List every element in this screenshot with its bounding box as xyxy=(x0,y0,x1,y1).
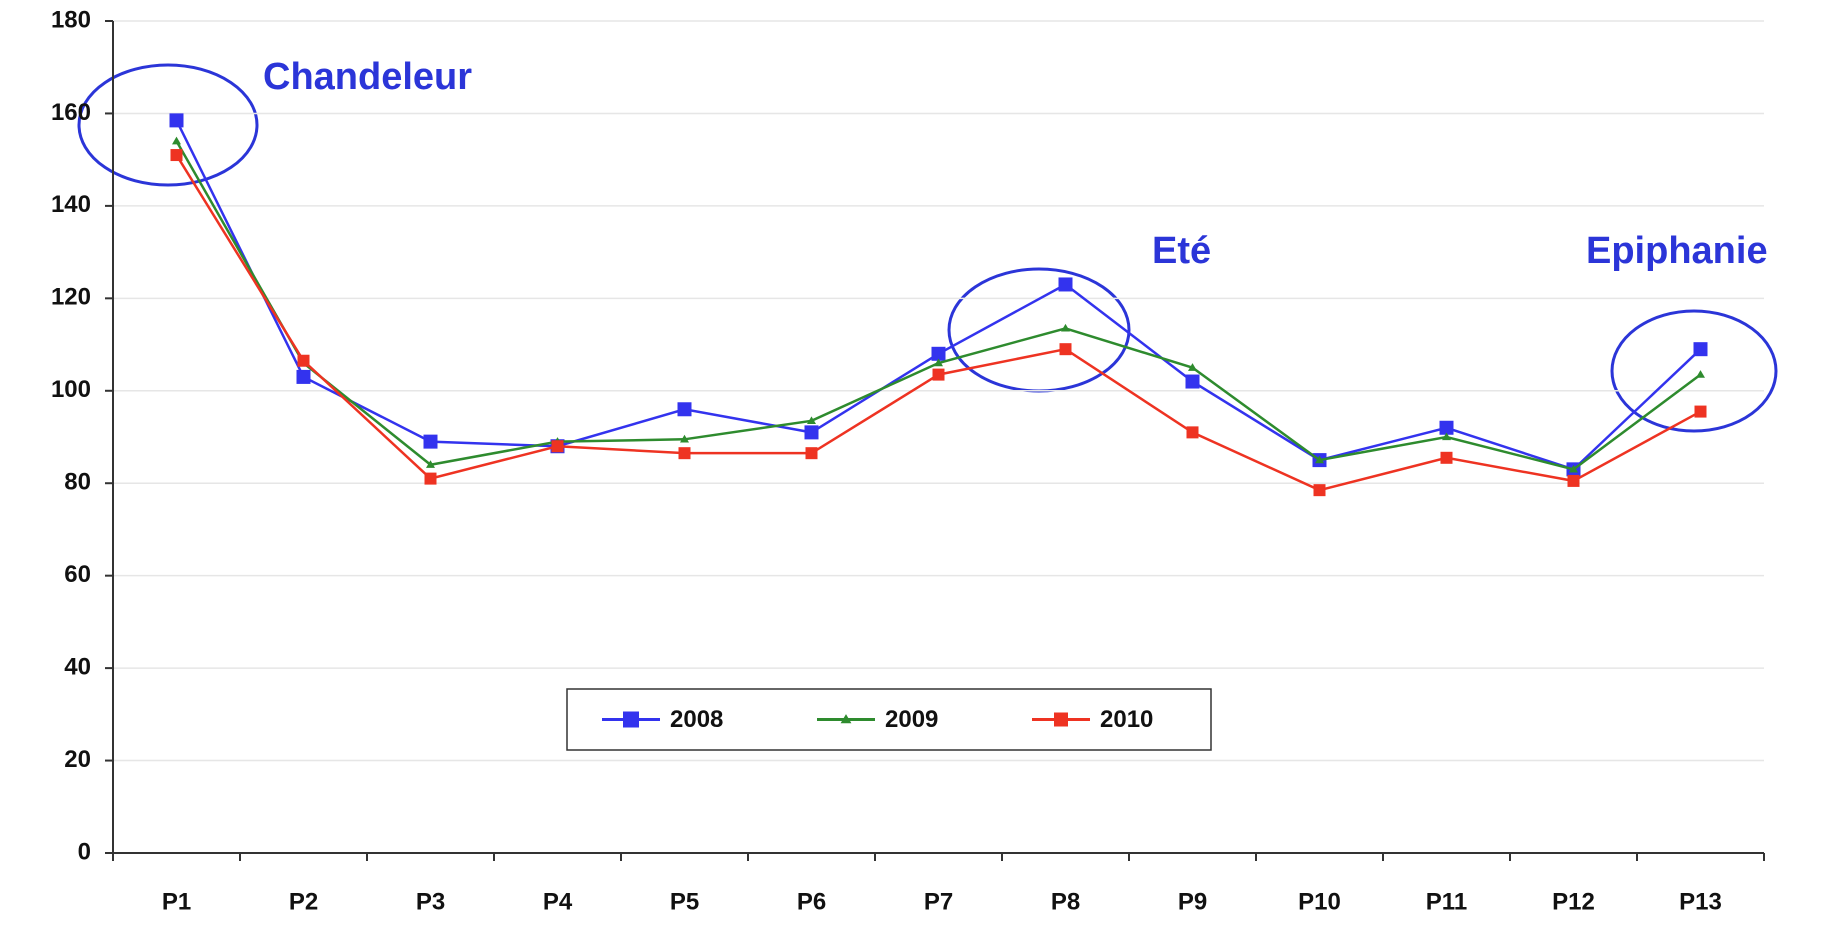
series-line xyxy=(175,119,1702,471)
point xyxy=(934,358,943,367)
point xyxy=(931,346,946,361)
annotation: Eté xyxy=(1152,230,1211,272)
x-tick-label: P9 xyxy=(1178,888,1207,915)
point xyxy=(1185,374,1200,389)
point xyxy=(551,440,564,453)
point xyxy=(1439,420,1454,435)
highlight-ellipse xyxy=(1610,309,1778,433)
legend-label: 2010 xyxy=(1100,706,1153,733)
point xyxy=(1569,464,1578,473)
point xyxy=(170,149,183,162)
annotation: Epiphanie xyxy=(1586,230,1768,272)
point xyxy=(1567,474,1580,487)
point xyxy=(932,368,945,381)
y-tick-label: 120 xyxy=(51,284,91,311)
legend-label: 2008 xyxy=(670,706,723,733)
x-tick-label: P3 xyxy=(416,888,445,915)
series-line xyxy=(175,140,1702,471)
point xyxy=(172,136,181,145)
legend-label: 2009 xyxy=(885,706,938,733)
x-tick-label: P6 xyxy=(797,888,826,915)
annotation: Chandeleur xyxy=(263,56,472,98)
x-tick-label: P7 xyxy=(924,888,953,915)
point xyxy=(677,402,692,417)
point xyxy=(804,425,819,440)
y-tick-label: 180 xyxy=(51,6,91,33)
y-tick-label: 40 xyxy=(64,653,91,680)
point xyxy=(426,460,435,468)
point xyxy=(1696,370,1705,378)
point xyxy=(1186,426,1199,439)
legend-marker xyxy=(840,714,852,724)
point xyxy=(1693,342,1708,357)
point xyxy=(807,416,816,424)
point xyxy=(424,472,437,485)
x-tick-label: P5 xyxy=(670,888,699,915)
x-tick-label: P12 xyxy=(1552,888,1595,915)
point xyxy=(296,369,311,384)
x-tick-label: P11 xyxy=(1426,888,1467,915)
point xyxy=(1188,363,1197,371)
point xyxy=(169,113,184,128)
point xyxy=(297,354,310,367)
x-tick-label: P4 xyxy=(543,888,573,915)
legend-box xyxy=(566,688,1212,751)
point xyxy=(1440,451,1453,464)
y-tick-label: 80 xyxy=(64,469,91,496)
point xyxy=(1058,277,1073,292)
point xyxy=(423,434,438,449)
point xyxy=(1313,484,1326,497)
point xyxy=(805,447,818,460)
point xyxy=(1694,405,1707,418)
point xyxy=(1059,343,1072,356)
highlight-ellipse xyxy=(77,63,259,187)
y-tick-label: 100 xyxy=(51,376,91,403)
point xyxy=(680,434,689,443)
y-tick-label: 160 xyxy=(51,99,91,126)
x-tick-label: P2 xyxy=(289,888,318,915)
point xyxy=(1061,323,1070,332)
x-tick-label: P10 xyxy=(1298,888,1341,915)
grid xyxy=(113,20,1764,762)
point xyxy=(678,447,691,460)
y-tick-label: 140 xyxy=(51,191,91,218)
x-tick-label: P8 xyxy=(1051,888,1080,915)
x-tick-label: P1 xyxy=(162,888,191,915)
y-tick-label: 20 xyxy=(64,746,91,773)
y-tick-label: 0 xyxy=(78,838,91,865)
y-tick-label: 60 xyxy=(64,561,91,588)
legend-marker xyxy=(623,711,639,728)
x-tick-label: P13 xyxy=(1679,888,1722,915)
point xyxy=(1442,432,1451,441)
point xyxy=(1315,455,1324,464)
legend-marker xyxy=(1054,712,1068,727)
